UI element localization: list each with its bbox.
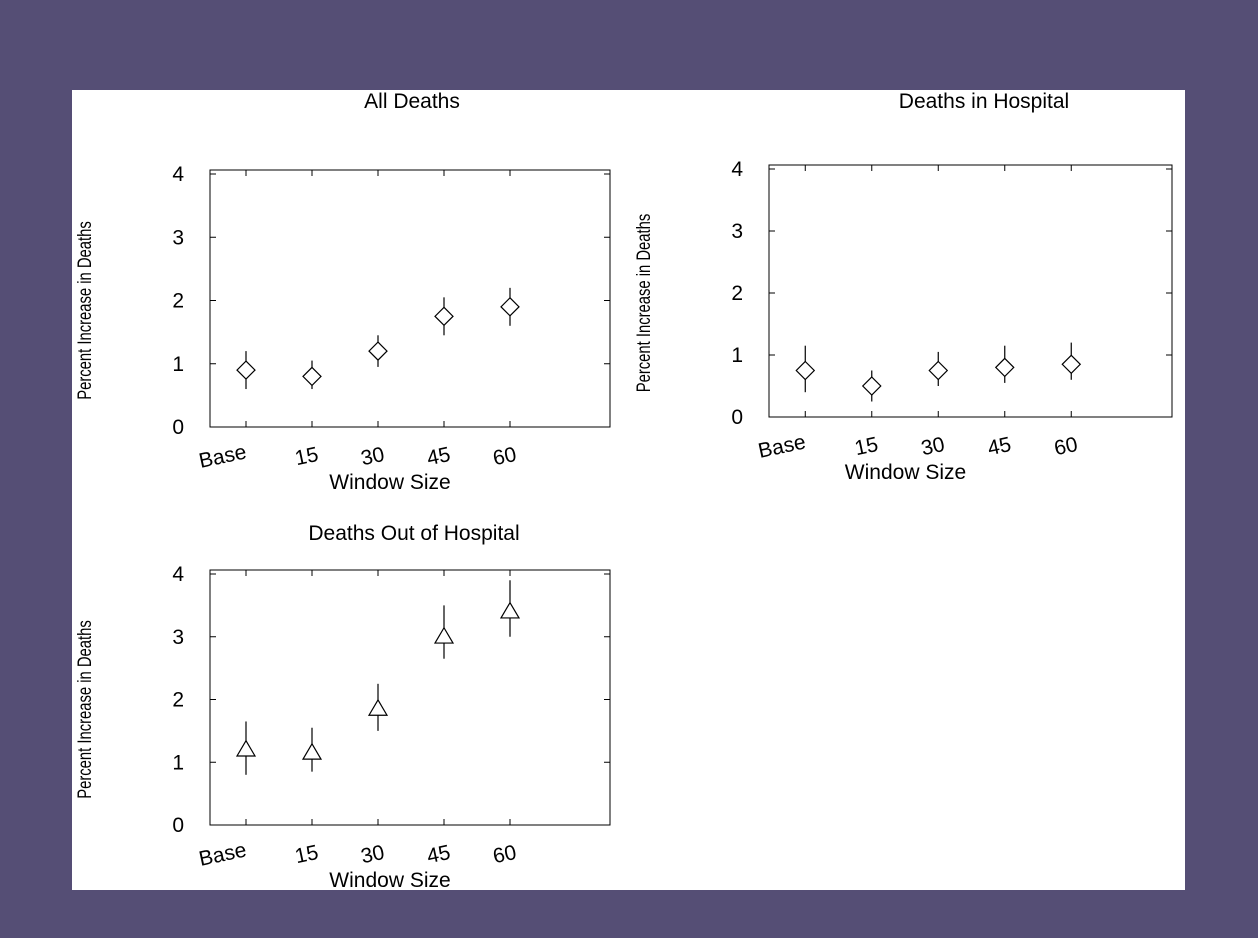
x-tick-label: Base (197, 838, 249, 870)
plot-frame (209, 169, 611, 428)
data-point (795, 360, 816, 381)
x-tick-label: 30 (919, 433, 947, 460)
data-point (928, 360, 949, 381)
chart-2: Deaths in Hospital 0 1 2 3 4 Percent Increase … (633, 90, 1173, 484)
y-tick-label: 3 (172, 626, 184, 649)
x-tick-label: Base (756, 430, 808, 462)
data-point (301, 742, 323, 760)
x-tick-label: 15 (293, 443, 321, 470)
y-tick-label: 3 (172, 226, 184, 249)
y-tick-label: 2 (172, 290, 184, 313)
y-tick-label: 4 (731, 158, 743, 181)
data-point (302, 366, 322, 387)
data-point (433, 626, 455, 644)
data-point (1061, 354, 1082, 375)
y-tick-label: 0 (172, 814, 184, 837)
y-axis-label: Percent Increase in Deaths (74, 620, 95, 799)
y-axis-label: Percent Increase in Deaths (74, 221, 95, 400)
chart-title: Deaths in Hospital (899, 90, 1069, 113)
x-tick-label: 30 (359, 841, 387, 868)
x-tick-label: 15 (853, 433, 881, 460)
y-tick-label: 4 (172, 563, 184, 586)
plot-frame (209, 569, 611, 826)
y-tick-label: 1 (172, 751, 184, 774)
data-point (500, 296, 520, 317)
data-point (368, 341, 388, 361)
plot-frame (768, 164, 1173, 418)
y-tick-label: 1 (172, 353, 184, 376)
x-tick-label: 45 (425, 443, 453, 470)
x-axis-label: Window Size (329, 869, 450, 890)
y-tick-label: 1 (731, 344, 743, 367)
figure-canvas: All Deaths 0 1 2 3 4 Percent Increase in Death… (74, 90, 1173, 890)
figure-panel: All Deaths 0 1 2 3 4 Percent Increase in Death… (72, 90, 1185, 890)
data-point (367, 698, 389, 716)
chart-3: Deaths Out of Hospital 0 1 2 3 4 Percent Incre… (74, 522, 611, 890)
x-tick-label: 60 (1052, 433, 1080, 460)
y-tick-label: 4 (172, 163, 184, 186)
x-tick-label: 15 (293, 841, 321, 868)
chart-title: Deaths Out of Hospital (308, 522, 519, 545)
x-tick-label: 30 (359, 443, 387, 470)
data-point (861, 376, 882, 396)
y-tick-label: 3 (731, 220, 743, 243)
x-tick-label: 60 (491, 443, 519, 470)
x-axis-label: Window Size (329, 471, 450, 494)
y-tick-label: 2 (172, 689, 184, 712)
data-point (994, 357, 1015, 378)
x-axis-label: Window Size (845, 461, 966, 484)
x-tick-label: 45 (425, 841, 453, 868)
y-tick-label: 0 (172, 416, 184, 439)
x-tick-label: 45 (986, 433, 1014, 460)
data-point (499, 601, 521, 619)
data-point (434, 306, 454, 327)
data-point (236, 360, 256, 380)
y-axis-label: Percent Increase in Deaths (633, 214, 654, 393)
x-tick-label: Base (197, 440, 249, 472)
chart-1: All Deaths 0 1 2 3 4 Percent Increase in Death… (74, 90, 611, 494)
y-tick-label: 0 (731, 406, 743, 429)
data-point (235, 739, 257, 757)
chart-title: All Deaths (364, 90, 460, 113)
y-tick-label: 2 (731, 282, 743, 305)
x-tick-label: 60 (491, 841, 519, 868)
